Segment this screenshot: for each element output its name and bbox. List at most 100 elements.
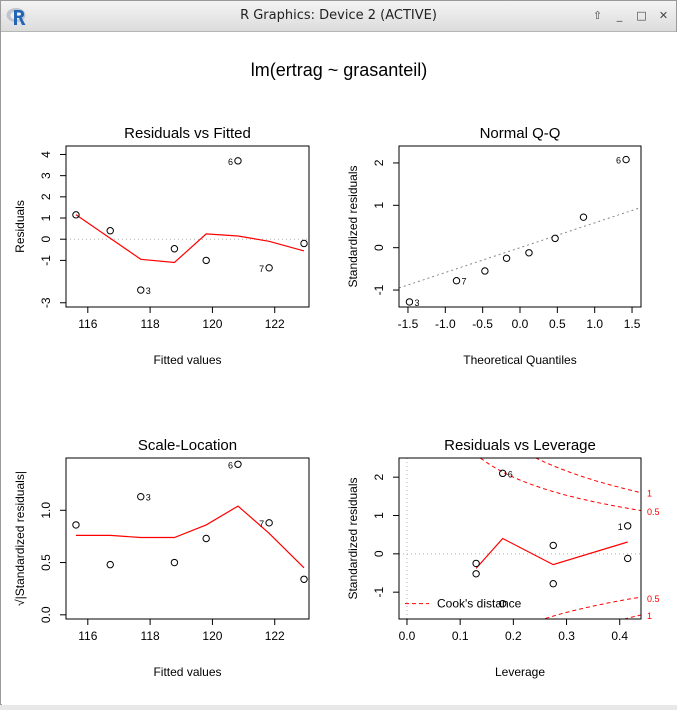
x-tick-label: 118 — [141, 629, 160, 643]
minimize-button[interactable]: _ — [616, 9, 623, 22]
title-bar[interactable]: R Graphics: Device 2 (ACTIVE) ⇧ _ □ ✕ — [1, 1, 676, 32]
plot-area: lm(ertrag ~ grasanteil) Residuals vs Fit… — [2, 32, 677, 705]
data-point — [499, 599, 507, 608]
point-label: 6 — [228, 157, 233, 167]
diagnostic-plots: lm(ertrag ~ grasanteil) Residuals vs Fit… — [13, 60, 660, 679]
y-tick-label: -1 — [39, 255, 53, 266]
y-tick-label: 0 — [372, 244, 386, 251]
data-point — [106, 227, 114, 235]
data-point — [106, 560, 114, 569]
data-point — [265, 519, 273, 527]
data-point — [499, 469, 507, 478]
data-point — [265, 264, 273, 272]
figure-title: lm(ertrag ~ grasanteil) — [251, 60, 428, 80]
point-label: 3 — [414, 298, 419, 308]
point-label: 6 — [616, 156, 621, 166]
x-tick-label: 116 — [78, 317, 97, 331]
panel-title: Residuals vs Leverage — [444, 437, 596, 454]
point-label: 7 — [259, 519, 264, 529]
cooks-distance-curve — [622, 614, 641, 619]
panel-title: Normal Q-Q — [480, 125, 561, 142]
panel-title: Scale-Location — [138, 437, 237, 454]
maximize-button[interactable]: □ — [636, 9, 647, 22]
y-tick-label: -1 — [372, 587, 386, 598]
data-point — [579, 213, 588, 221]
x-tick-label: 122 — [265, 629, 285, 643]
panel-normal-qq: Normal Q-Q 6 3 7 -1.5 -1.0 -0.5 0.0 0.5 1.0 1.5 -1 0… — [346, 125, 642, 367]
point-label: 6 — [228, 460, 233, 470]
smoother-line — [76, 505, 305, 569]
y-tick-label: 2 — [39, 193, 53, 200]
x-tick-label: 0.3 — [558, 629, 575, 643]
data-point — [300, 575, 308, 583]
data-point — [452, 277, 461, 285]
cooks-curve-label: 1 — [647, 489, 652, 499]
point-label: 7 — [462, 277, 467, 287]
y-tick-label: 0 — [39, 236, 53, 243]
x-axis-label: Fitted values — [153, 665, 221, 679]
data-point — [137, 492, 145, 501]
plot-frame — [398, 457, 642, 620]
data-point — [72, 521, 80, 529]
y-tick-label: 2 — [372, 159, 386, 166]
x-tick-label: 0.0 — [399, 629, 416, 643]
x-tick-label: 0.2 — [505, 629, 522, 643]
data-point — [137, 286, 145, 294]
data-point — [472, 559, 480, 568]
y-tick-label: 1 — [372, 202, 386, 209]
window-title: R Graphics: Device 2 (ACTIVE) — [240, 8, 437, 23]
data-point — [170, 558, 179, 567]
x-tick-label: 1.5 — [624, 317, 641, 331]
x-tick-label: -1.0 — [435, 317, 456, 331]
panel-residuals-vs-leverage: Residuals vs Leverage 1 0.5 0.5 1 Cook's dist… — [346, 437, 660, 679]
point-label: 1 — [618, 522, 623, 532]
y-tick-label: 4 — [39, 151, 53, 158]
y-axis-label: Standardized residuals — [346, 477, 360, 599]
close-button[interactable]: ✕ — [658, 9, 669, 22]
data-point — [549, 580, 557, 588]
cooks-curve-label: 0.5 — [647, 594, 660, 604]
y-axis-label: √|Standardized residuals| — [13, 471, 27, 606]
x-tick-label: -1.5 — [398, 317, 419, 331]
data-point — [525, 249, 533, 257]
point-label: 6 — [508, 469, 513, 479]
data-point — [624, 522, 632, 530]
x-axis-label: Theoretical Quantiles — [463, 353, 576, 367]
data-point — [481, 267, 489, 275]
x-tick-label: 120 — [202, 317, 222, 331]
smoother-line — [475, 537, 628, 569]
plot-frame — [398, 145, 642, 308]
x-tick-label: 0.5 — [549, 317, 566, 331]
data-point — [72, 211, 80, 219]
y-tick-label: 0.0 — [39, 606, 53, 623]
x-tick-label: 118 — [141, 317, 160, 331]
data-point — [202, 256, 210, 265]
x-tick-label: -0.5 — [472, 317, 493, 331]
x-axis-label: Fitted values — [153, 353, 221, 367]
point-label: 7 — [259, 264, 264, 274]
y-tick-label: 3 — [39, 172, 53, 179]
x-axis-label: Leverage — [495, 665, 545, 679]
plot-frame — [65, 145, 310, 308]
x-tick-label: 0.4 — [611, 629, 628, 643]
y-axis-label: Standardized residuals — [346, 165, 360, 287]
data-point — [170, 245, 179, 253]
data-point — [300, 239, 308, 248]
x-tick-label: 0.0 — [512, 317, 529, 331]
cooks-curve-label: 0.5 — [647, 507, 660, 517]
data-point — [502, 254, 511, 262]
data-point — [551, 234, 559, 243]
x-tick-label: 1.0 — [586, 317, 603, 331]
qq-reference-line — [398, 206, 642, 289]
y-tick-label: 1 — [372, 512, 386, 519]
y-tick-label: 0.5 — [39, 554, 53, 571]
y-tick-label: 1.0 — [39, 502, 53, 519]
point-label: 3 — [146, 493, 151, 503]
plot-frame — [65, 457, 310, 620]
smoother-line — [75, 214, 305, 264]
panel-title: Residuals vs Fitted — [124, 125, 251, 142]
shade-up-icon[interactable]: ⇧ — [592, 9, 603, 22]
data-point — [202, 534, 210, 543]
data-point — [624, 554, 632, 563]
